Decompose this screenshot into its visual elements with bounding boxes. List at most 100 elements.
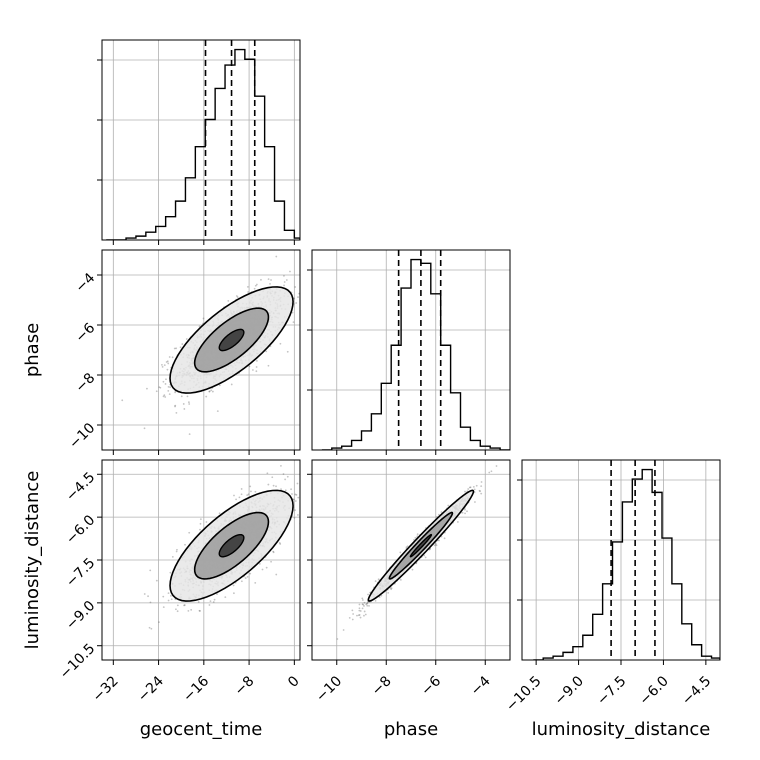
scatter-point bbox=[236, 296, 239, 299]
scatter-point bbox=[466, 510, 468, 513]
scatter-point bbox=[255, 370, 258, 373]
scatter-point bbox=[294, 500, 297, 502]
scatter-point bbox=[291, 493, 293, 495]
scatter-point bbox=[188, 433, 191, 435]
panel-geocent_time-luminosity_distance: −32 −24 −16 −8 0−10.5−9.0−7.5−6.0−4.5 bbox=[57, 459, 303, 705]
scatter-point bbox=[265, 566, 268, 569]
scatter-point bbox=[198, 325, 201, 328]
scatter-point bbox=[294, 493, 297, 496]
scatter-point bbox=[150, 627, 153, 630]
scatter-point bbox=[399, 578, 402, 581]
scatter-point bbox=[265, 350, 268, 353]
scatter-point bbox=[359, 616, 362, 619]
scatter-point bbox=[146, 387, 148, 390]
scatter-point bbox=[240, 488, 243, 490]
scatter-point bbox=[390, 588, 393, 591]
x-tick-label-geocent_time: 0 bbox=[285, 673, 303, 691]
scatter-point bbox=[163, 364, 166, 366]
scatter-point bbox=[155, 390, 158, 393]
scatter-point bbox=[267, 278, 270, 281]
scatter-point bbox=[292, 321, 295, 324]
scatter-point bbox=[246, 286, 249, 288]
scatter-point bbox=[424, 556, 427, 559]
scatter-point bbox=[387, 591, 390, 594]
scatter-point bbox=[176, 610, 179, 613]
scatter-point bbox=[488, 471, 491, 474]
scatter-point bbox=[362, 603, 365, 606]
scatter-point bbox=[272, 551, 275, 554]
scatter-point bbox=[254, 490, 257, 493]
scatter-point bbox=[363, 605, 365, 607]
scatter-point bbox=[176, 548, 178, 551]
scatter-point bbox=[414, 536, 417, 539]
panel-phase-phase bbox=[307, 249, 511, 455]
scatter-point bbox=[366, 602, 368, 605]
scatter-point bbox=[464, 490, 466, 493]
panel-luminosity_distance-luminosity_distance: −10.5 −9.0 −7.5 −6.0 −4.5 bbox=[503, 459, 721, 715]
x-tick-label-luminosity_distance: −9.0 bbox=[552, 673, 587, 708]
scatter-point bbox=[188, 401, 190, 404]
scatter-point bbox=[167, 362, 170, 365]
scatter-point bbox=[185, 338, 188, 340]
scatter-point bbox=[297, 296, 299, 298]
scatter-point bbox=[380, 594, 383, 597]
scatter-point bbox=[374, 580, 377, 583]
scatter-point bbox=[258, 562, 261, 565]
scatter-point bbox=[261, 568, 264, 571]
scatter-point bbox=[469, 486, 472, 489]
y-tick-label-phase: −8 bbox=[72, 370, 98, 396]
scatter-point bbox=[183, 604, 186, 606]
y-axis-title-phase: phase bbox=[22, 323, 43, 377]
scatter-point bbox=[167, 592, 170, 595]
scatter-point bbox=[411, 568, 414, 571]
scatter-point bbox=[162, 595, 165, 598]
scatter-point bbox=[249, 485, 252, 488]
scatter-point bbox=[255, 366, 258, 368]
scatter-point bbox=[169, 386, 172, 389]
scatter-point bbox=[291, 311, 294, 314]
scatter-point bbox=[475, 484, 478, 487]
scatter-point bbox=[267, 483, 270, 486]
scatter-point bbox=[356, 614, 358, 617]
scatter-point bbox=[240, 580, 243, 583]
scatter-point bbox=[250, 490, 252, 493]
scatter-point bbox=[218, 512, 221, 515]
scatter-point bbox=[199, 610, 201, 612]
scatter-point bbox=[230, 383, 233, 386]
scatter-point bbox=[317, 278, 319, 280]
scatter-point bbox=[158, 386, 161, 389]
panel-frame bbox=[101, 249, 301, 451]
scatter-point bbox=[208, 390, 211, 393]
scatter-point bbox=[283, 284, 285, 287]
scatter-point bbox=[270, 279, 272, 281]
scatter-point bbox=[254, 581, 257, 584]
scatter-point bbox=[282, 473, 285, 475]
scatter-point bbox=[406, 545, 409, 548]
scatter-point bbox=[148, 626, 151, 629]
scatter-point bbox=[168, 393, 171, 395]
scatter-point bbox=[175, 550, 178, 553]
scatter-point bbox=[416, 533, 419, 536]
scatter-point bbox=[440, 511, 443, 514]
scatter-point bbox=[155, 579, 158, 582]
scatter-point bbox=[364, 613, 367, 616]
scatter-point bbox=[174, 404, 177, 407]
scatter-point bbox=[175, 347, 178, 350]
scatter-point bbox=[416, 535, 419, 538]
scatter-point bbox=[181, 343, 184, 345]
scatter-point bbox=[480, 481, 483, 483]
scatter-point bbox=[249, 572, 252, 575]
scatter-point bbox=[296, 482, 299, 485]
scatter-point bbox=[121, 399, 124, 402]
scatter-point bbox=[479, 490, 481, 493]
panel-geocent_time-phase: −10−8−6−4 bbox=[66, 249, 319, 455]
scatter-point bbox=[161, 363, 163, 366]
scatter-point bbox=[170, 598, 173, 601]
y-tick-label-phase: −6 bbox=[72, 320, 98, 346]
scatter-point bbox=[358, 607, 361, 610]
scatter-point bbox=[293, 516, 296, 519]
scatter-point bbox=[272, 550, 275, 553]
scatter-point bbox=[283, 281, 286, 283]
scatter-point bbox=[165, 378, 167, 381]
